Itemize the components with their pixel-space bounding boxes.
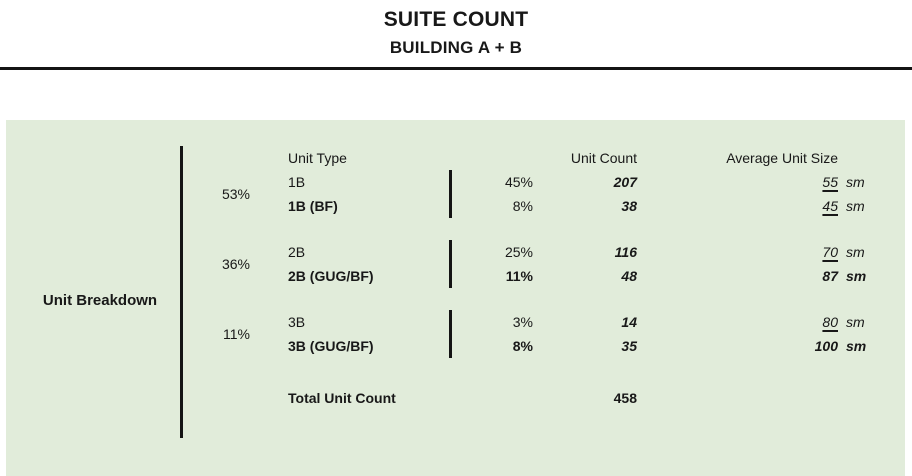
unit-size-unit: sm [846,314,865,330]
unit-pct: 45% [504,174,533,190]
unit-count: 38 [621,198,637,214]
unit-pct: 3% [512,314,533,330]
column-header-avg-unit-size: Average Unit Size [726,150,838,166]
report-title: SUITE COUNT [383,8,529,31]
unit-size: 70 [822,244,838,260]
row-group-divider-line [438,334,462,358]
unit-count: 116 [614,244,637,260]
unit-size-unit: sm [846,198,865,214]
unit-type-label: 2B (GUG/BF) [288,268,374,284]
unit-size: 80 [822,314,838,330]
row-group-divider-line [438,194,462,218]
group-pct-2b: 36% [221,256,250,272]
unit-pct: 25% [504,244,533,260]
group-pct-3b: 11% [223,326,250,342]
unit-size-unit: sm [846,244,865,260]
unit-count: 207 [613,174,637,190]
section-label-unit-breakdown: Unit Breakdown [42,292,158,309]
total-unit-count-label: Total Unit Count [288,390,396,406]
unit-size: 100 [814,338,838,354]
unit-type-label: 1B [288,174,306,190]
unit-count: 35 [621,338,637,354]
column-header-unit-type: Unit Type [288,150,347,166]
unit-type-label: 3B (GUG/BF) [288,338,374,354]
report-subtitle: BUILDING A + B [389,38,523,57]
unit-table: Unit Type Unit Count Average Unit Size 5… [195,146,870,410]
unit-pct: 8% [512,338,533,354]
unit-count: 48 [621,268,637,284]
unit-pct: 11% [505,268,533,284]
row-group-divider-line [438,310,462,334]
unit-pct: 8% [512,198,533,214]
unit-size: 45 [822,198,838,214]
row-group-divider-line [438,240,462,264]
row-group-divider-line [438,264,462,288]
unit-size-unit: sm [846,268,867,284]
column-header-unit-count: Unit Count [570,150,637,166]
unit-size-unit: sm [846,174,865,190]
unit-count: 14 [621,314,637,330]
report-header: SUITE COUNT BUILDING A + B [0,6,912,60]
total-unit-count-value: 458 [613,390,637,406]
row-group-divider-line [438,170,462,194]
unit-size: 55 [822,174,838,190]
unit-size: 87 [822,268,838,284]
unit-size-unit: sm [846,338,867,354]
header-rule-line [0,67,912,70]
unit-type-label: 1B (BF) [288,198,338,214]
unit-type-label: 3B [288,314,306,330]
group-pct-1b: 53% [221,186,250,202]
unit-breakdown-panel: Unit Breakdown Unit Type Unit Count Aver… [6,120,905,476]
unit-type-label: 2B [288,244,306,260]
section-divider-line [180,146,183,438]
